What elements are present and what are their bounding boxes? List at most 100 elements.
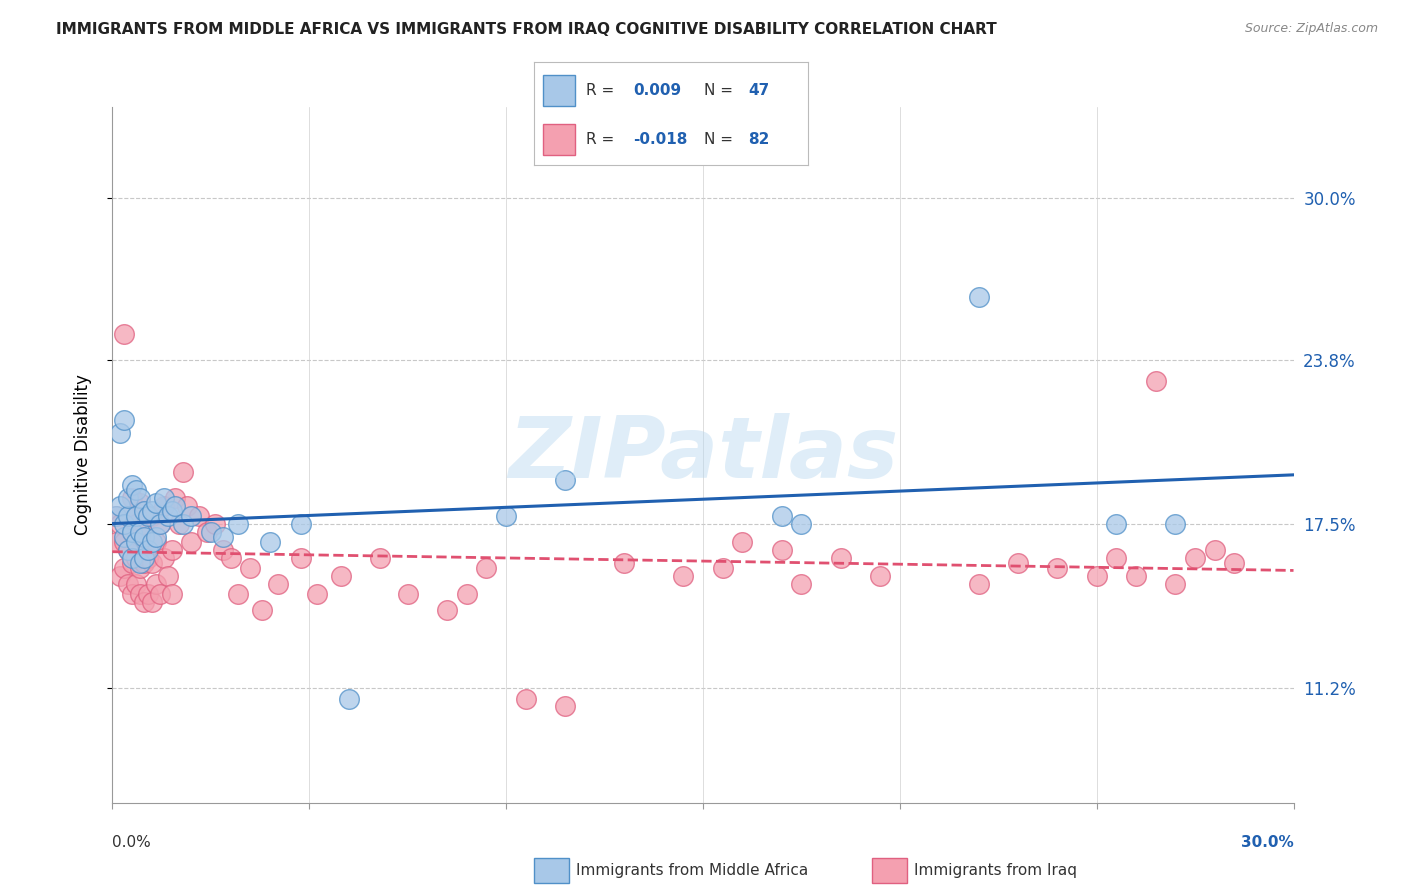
Point bbox=[121, 556, 143, 570]
Point bbox=[149, 516, 172, 531]
Point bbox=[267, 577, 290, 591]
Point bbox=[105, 509, 128, 524]
Point bbox=[136, 587, 159, 601]
Point bbox=[117, 509, 139, 524]
Point bbox=[156, 569, 179, 583]
Point bbox=[125, 535, 148, 549]
Point bbox=[368, 550, 391, 565]
Point bbox=[141, 509, 163, 524]
FancyBboxPatch shape bbox=[543, 75, 575, 105]
Point bbox=[169, 516, 191, 531]
Point bbox=[211, 530, 233, 544]
Point bbox=[1184, 550, 1206, 565]
Point bbox=[830, 550, 852, 565]
Text: 30.0%: 30.0% bbox=[1240, 836, 1294, 850]
Point bbox=[290, 516, 312, 531]
Point bbox=[165, 491, 187, 505]
Text: R =: R = bbox=[586, 83, 614, 97]
Point bbox=[1204, 543, 1226, 558]
Point bbox=[145, 535, 167, 549]
Point bbox=[121, 550, 143, 565]
Point bbox=[141, 595, 163, 609]
Point bbox=[219, 550, 242, 565]
Point bbox=[1125, 569, 1147, 583]
Point bbox=[125, 509, 148, 524]
Point bbox=[112, 530, 135, 544]
Point bbox=[105, 509, 128, 524]
Point bbox=[188, 509, 211, 524]
Point bbox=[228, 516, 250, 531]
Point bbox=[1223, 556, 1246, 570]
Point bbox=[145, 530, 167, 544]
Point bbox=[329, 569, 352, 583]
Point bbox=[770, 509, 793, 524]
Point bbox=[117, 509, 139, 524]
Point bbox=[132, 530, 155, 544]
Point bbox=[117, 543, 139, 558]
Point bbox=[112, 516, 135, 531]
Point bbox=[172, 516, 194, 531]
Point bbox=[110, 499, 132, 513]
Point bbox=[172, 465, 194, 479]
Point bbox=[731, 535, 754, 549]
Point bbox=[132, 550, 155, 565]
Point bbox=[152, 491, 174, 505]
Text: Immigrants from Iraq: Immigrants from Iraq bbox=[914, 863, 1077, 878]
Point bbox=[136, 509, 159, 524]
Text: 0.009: 0.009 bbox=[633, 83, 681, 97]
Point bbox=[290, 550, 312, 565]
Point bbox=[790, 577, 813, 591]
Point bbox=[117, 577, 139, 591]
Point bbox=[156, 509, 179, 524]
Text: 82: 82 bbox=[748, 132, 769, 147]
Point bbox=[1164, 516, 1187, 531]
Point bbox=[152, 550, 174, 565]
Point bbox=[112, 561, 135, 575]
Text: 0.0%: 0.0% bbox=[112, 836, 152, 850]
Point bbox=[259, 535, 281, 549]
Point bbox=[141, 504, 163, 518]
Point bbox=[160, 504, 183, 518]
Point bbox=[132, 516, 155, 531]
Point bbox=[152, 499, 174, 513]
Point bbox=[1046, 561, 1069, 575]
Point bbox=[554, 699, 576, 714]
Point bbox=[200, 524, 222, 539]
Point bbox=[160, 587, 183, 601]
Point bbox=[165, 499, 187, 513]
Y-axis label: Cognitive Disability: Cognitive Disability bbox=[73, 375, 91, 535]
Point bbox=[121, 587, 143, 601]
Point bbox=[141, 556, 163, 570]
Point bbox=[967, 577, 990, 591]
Point bbox=[1164, 577, 1187, 591]
Point bbox=[121, 491, 143, 505]
Point bbox=[672, 569, 695, 583]
Point bbox=[711, 561, 734, 575]
Point bbox=[554, 473, 576, 487]
Point bbox=[790, 516, 813, 531]
Point bbox=[121, 524, 143, 539]
Point bbox=[436, 603, 458, 617]
Point bbox=[204, 516, 226, 531]
Point bbox=[307, 587, 329, 601]
Point bbox=[195, 524, 218, 539]
Point bbox=[125, 577, 148, 591]
Point bbox=[1105, 550, 1128, 565]
Point bbox=[211, 543, 233, 558]
Text: Immigrants from Middle Africa: Immigrants from Middle Africa bbox=[576, 863, 808, 878]
Text: N =: N = bbox=[704, 132, 734, 147]
Point bbox=[250, 603, 273, 617]
Point bbox=[149, 516, 172, 531]
Point bbox=[1007, 556, 1029, 570]
Point bbox=[337, 691, 360, 706]
Point bbox=[136, 509, 159, 524]
Point bbox=[770, 543, 793, 558]
Point bbox=[117, 543, 139, 558]
Point bbox=[129, 530, 152, 544]
Text: -0.018: -0.018 bbox=[633, 132, 688, 147]
Point bbox=[117, 491, 139, 505]
Point bbox=[869, 569, 891, 583]
Point bbox=[239, 561, 262, 575]
Point bbox=[129, 561, 152, 575]
Point bbox=[129, 587, 152, 601]
